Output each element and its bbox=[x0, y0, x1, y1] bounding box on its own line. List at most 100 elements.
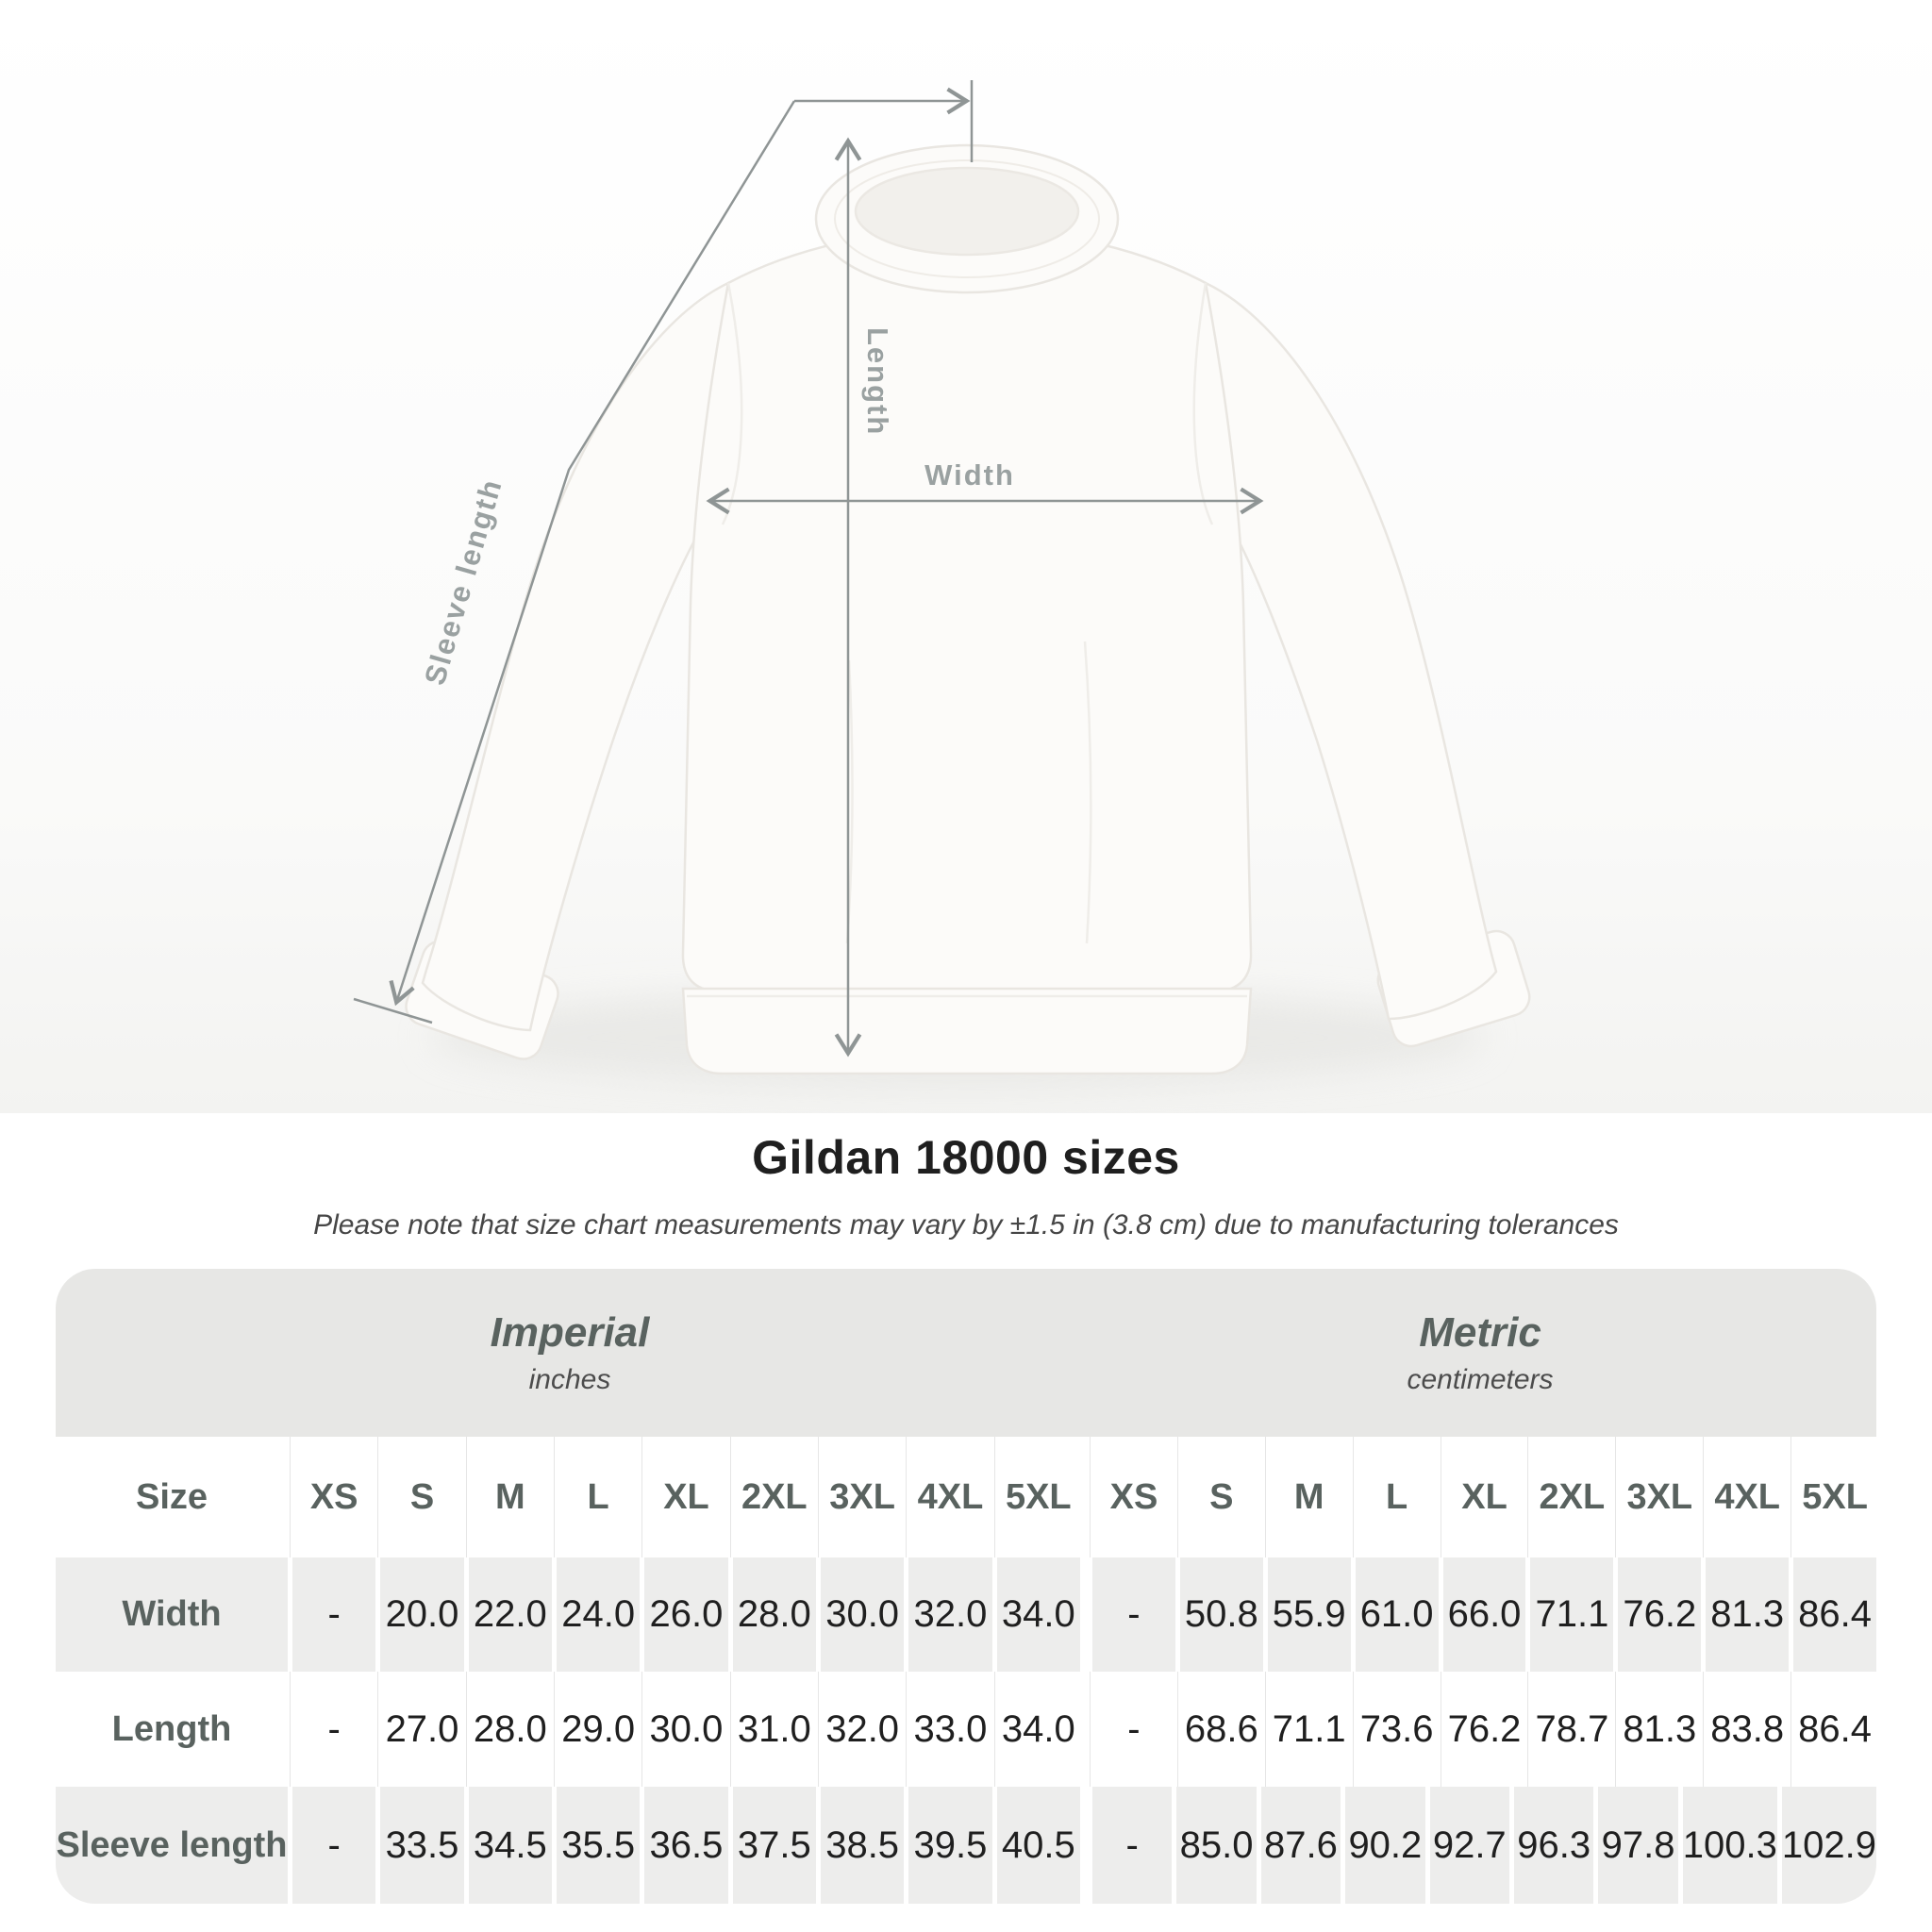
size-header-cell: M bbox=[1264, 1437, 1351, 1557]
sleeve-value-cell: 38.5 bbox=[820, 1787, 905, 1904]
imperial-header: Imperial inches bbox=[56, 1269, 1084, 1437]
size-header-cell: 2XL bbox=[1527, 1437, 1613, 1557]
size-header-cell: XL bbox=[641, 1437, 727, 1557]
imperial-title: Imperial bbox=[490, 1309, 650, 1356]
length-value-cell: 81.3 bbox=[1615, 1672, 1701, 1787]
torso bbox=[681, 226, 1253, 994]
length-value-cell: 34.0 bbox=[993, 1672, 1080, 1787]
table-row-width: Width -20.0 22.0 24.0 26.0 28.0 30.0 32.0 34.0 … bbox=[56, 1557, 1876, 1672]
sleeve-value-cell: - bbox=[1092, 1787, 1173, 1904]
page-title: Gildan 18000 sizes bbox=[752, 1131, 1180, 1184]
size-header-cell: 2XL bbox=[729, 1437, 816, 1557]
sleeve-measure-bottom-tick bbox=[353, 997, 433, 1024]
metric-subtitle: centimeters bbox=[1407, 1364, 1554, 1395]
size-header-cell: 4XL bbox=[906, 1437, 991, 1557]
metric-header: Metric centimeters bbox=[1084, 1269, 1876, 1437]
size-column-header: Size bbox=[135, 1476, 208, 1517]
table-header-row: Size XS S M L XL 2XL 3XL 4XL 5XL XS S M L XL 2XL 3XL 4X… bbox=[56, 1437, 1876, 1557]
width-value-cell: 55.9 bbox=[1267, 1557, 1351, 1672]
table-row-length: Length -27.0 28.0 29.0 30.0 31.0 32.0 33.0 34.0… bbox=[56, 1672, 1876, 1787]
row-label-sleeve-length: Sleeve length bbox=[56, 1787, 288, 1904]
right-sleeve bbox=[1204, 280, 1498, 1021]
width-value-cell: - bbox=[292, 1557, 376, 1672]
size-header-cell: 5XL bbox=[1790, 1437, 1876, 1557]
sleeve-value-cell: 40.5 bbox=[996, 1787, 1080, 1904]
left-sleeve bbox=[421, 280, 730, 1032]
length-value-cell: 78.7 bbox=[1527, 1672, 1613, 1787]
sleeve-value-cell: 92.7 bbox=[1429, 1787, 1509, 1904]
width-value-cell: 86.4 bbox=[1793, 1557, 1876, 1672]
sleeve-value-cell: 97.8 bbox=[1598, 1787, 1678, 1904]
width-value-cell: 71.1 bbox=[1530, 1557, 1614, 1672]
table-row-sleeve-length: Sleeve length - 33.5 34.5 35.5 36.5 37.5 38.5 3… bbox=[56, 1787, 1876, 1904]
size-table: Imperial inches Metric centimeters Size … bbox=[56, 1269, 1876, 1904]
collar-inside bbox=[854, 166, 1080, 257]
sleeve-value-cell: 102.9 bbox=[1781, 1787, 1876, 1904]
measurement-lines bbox=[353, 80, 1264, 1058]
length-value-cell: 30.0 bbox=[641, 1672, 727, 1787]
length-value-cell: 29.0 bbox=[553, 1672, 640, 1787]
size-header-cell: 4XL bbox=[1703, 1437, 1789, 1557]
length-value-cell: 71.1 bbox=[1264, 1672, 1351, 1787]
row-label-length: Length bbox=[111, 1708, 232, 1749]
sleeve-value-cell: 35.5 bbox=[556, 1787, 641, 1904]
width-value-cell: 28.0 bbox=[732, 1557, 816, 1672]
tolerance-note: Please note that size chart measurements… bbox=[313, 1209, 1619, 1241]
sleeve-measure-diagonal-line bbox=[389, 100, 796, 1007]
size-header-cell: L bbox=[1352, 1437, 1439, 1557]
sleeve-value-cell: 34.5 bbox=[468, 1787, 552, 1904]
length-value-cell: 31.0 bbox=[729, 1672, 816, 1787]
sleeve-value-cell: 36.5 bbox=[644, 1787, 728, 1904]
length-value-cell: 83.8 bbox=[1703, 1672, 1789, 1787]
size-header-cell: 3XL bbox=[1615, 1437, 1701, 1557]
width-value-cell: 24.0 bbox=[556, 1557, 641, 1672]
length-value-cell: 33.0 bbox=[906, 1672, 991, 1787]
length-label: Length bbox=[861, 327, 894, 436]
sleeve-value-cell: 39.5 bbox=[908, 1787, 992, 1904]
sleeve-value-cell: 33.5 bbox=[380, 1787, 464, 1904]
length-value-cell: 32.0 bbox=[817, 1672, 904, 1787]
sleeve-value-cell: 85.0 bbox=[1176, 1787, 1257, 1904]
sleeve-value-cell: 90.2 bbox=[1345, 1787, 1425, 1904]
width-value-cell: 61.0 bbox=[1355, 1557, 1439, 1672]
length-value-cell: - bbox=[289, 1672, 375, 1787]
sweatshirt-diagram: Length Width Sleeve length bbox=[0, 0, 1932, 1113]
row-label-width: Width bbox=[56, 1557, 288, 1672]
imperial-subtitle: inches bbox=[528, 1364, 611, 1395]
width-value-cell: 66.0 bbox=[1442, 1557, 1526, 1672]
sleeve-value-cell: 96.3 bbox=[1513, 1787, 1594, 1904]
width-value-cell: 26.0 bbox=[644, 1557, 728, 1672]
sleeve-value-cell: 37.5 bbox=[732, 1787, 816, 1904]
length-value-cell: 73.6 bbox=[1352, 1672, 1439, 1787]
size-header-cell: S bbox=[1176, 1437, 1263, 1557]
width-value-cell: 34.0 bbox=[996, 1557, 1080, 1672]
product-photo: Length Width Sleeve length bbox=[0, 0, 1932, 1113]
length-value-cell: 68.6 bbox=[1176, 1672, 1263, 1787]
width-value-cell: 32.0 bbox=[908, 1557, 992, 1672]
size-header-cell: 5XL bbox=[993, 1437, 1080, 1557]
width-value-cell: 50.8 bbox=[1179, 1557, 1263, 1672]
size-header-cell: L bbox=[553, 1437, 640, 1557]
width-value-cell: 22.0 bbox=[468, 1557, 552, 1672]
length-value-cell: 27.0 bbox=[377, 1672, 463, 1787]
length-value-cell: - bbox=[1090, 1672, 1175, 1787]
width-value-cell: 30.0 bbox=[820, 1557, 905, 1672]
width-value-cell: 76.2 bbox=[1618, 1557, 1702, 1672]
width-value-cell: - bbox=[1092, 1557, 1175, 1672]
size-header-cell: S bbox=[377, 1437, 463, 1557]
size-header-cell: XS bbox=[1090, 1437, 1175, 1557]
sleeve-value-cell: 100.3 bbox=[1682, 1787, 1777, 1904]
sweatshirt bbox=[405, 143, 1531, 1075]
metric-title: Metric bbox=[1419, 1309, 1541, 1356]
length-value-cell: 86.4 bbox=[1790, 1672, 1876, 1787]
length-value-cell: 28.0 bbox=[465, 1672, 552, 1787]
size-header-cell: M bbox=[465, 1437, 552, 1557]
width-value-cell: 20.0 bbox=[380, 1557, 464, 1672]
hem-band bbox=[681, 987, 1253, 1075]
width-value-cell: 81.3 bbox=[1706, 1557, 1790, 1672]
size-header-cell: XS bbox=[289, 1437, 375, 1557]
size-header-cell: 3XL bbox=[817, 1437, 904, 1557]
width-label: Width bbox=[924, 458, 1015, 491]
unit-header-band: Imperial inches Metric centimeters bbox=[56, 1269, 1876, 1437]
